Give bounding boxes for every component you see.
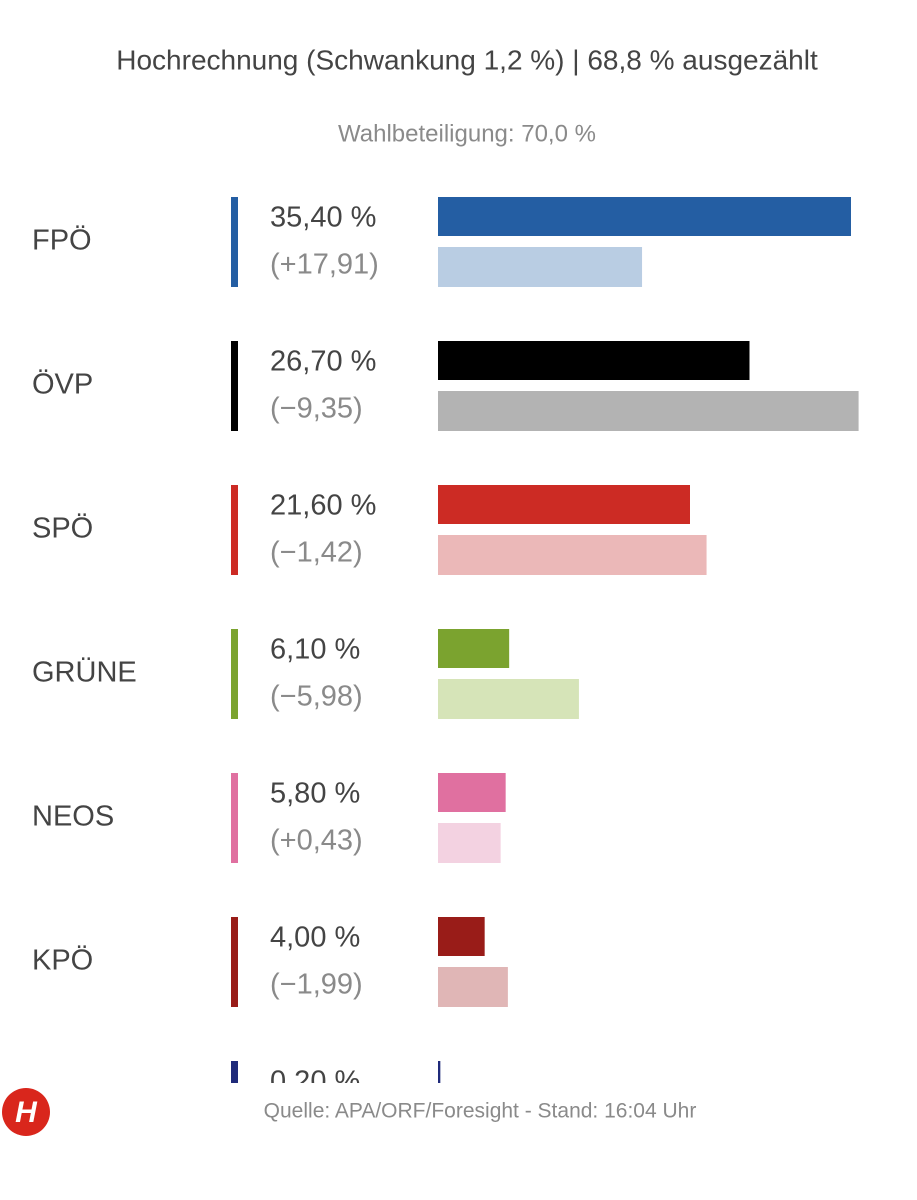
party-name: KPÖ <box>32 945 93 977</box>
previous-bar <box>438 247 643 287</box>
bar <box>438 197 851 236</box>
value-label: 0,20 % <box>270 1066 360 1098</box>
change-label: (+0,43) <box>270 825 363 857</box>
party-name: SPÖ <box>32 513 93 545</box>
change-label: (+17,91) <box>270 249 379 281</box>
party-stripe <box>231 773 238 863</box>
value-label: 5,80 % <box>270 778 360 810</box>
change-label: (−1,42) <box>270 537 363 569</box>
rows: FPÖ 35,40 % (+17,91) ÖVP 26,70 % (−9,35) SPÖ 21… <box>32 197 859 1098</box>
logo-text: H <box>15 1096 38 1129</box>
value-label: 21,60 % <box>270 490 376 522</box>
chart-title: Hochrechnung (Schwankung 1,2 %) | 68,8 %… <box>116 44 818 75</box>
bar <box>438 341 750 380</box>
previous-bar <box>438 967 508 1007</box>
change-label: (−1,99) <box>270 969 363 1001</box>
value-label: 4,00 % <box>270 922 360 954</box>
party-name: ÖVP <box>32 369 93 401</box>
previous-bar <box>438 823 501 863</box>
party-name: GRÜNE <box>32 657 137 689</box>
source: Quelle: APA/ORF/Foresight - Stand: 16:04… <box>264 1100 697 1123</box>
bar <box>438 629 510 668</box>
value-label: 26,70 % <box>270 346 376 378</box>
change-label: (−5,98) <box>270 681 363 713</box>
previous-bar <box>438 535 707 575</box>
bar <box>438 773 506 812</box>
change-label: (−9,35) <box>270 393 363 425</box>
chart-subtitle: Wahlbeteiligung: 70,0 % <box>338 120 596 147</box>
party-stripe <box>231 1061 238 1083</box>
party-stripe <box>231 629 238 719</box>
party-name: FPÖ <box>32 225 92 257</box>
value-label: 6,10 % <box>270 634 360 666</box>
logo <box>2 1088 50 1136</box>
party-stripe <box>231 341 238 431</box>
party-stripe <box>231 197 238 287</box>
party-stripe <box>231 917 238 1007</box>
party-name: NEOS <box>32 801 114 833</box>
previous-bar <box>438 391 859 431</box>
bar <box>438 917 485 956</box>
bar <box>438 1061 441 1083</box>
value-label: 35,40 % <box>270 202 376 234</box>
party-stripe <box>231 485 238 575</box>
previous-bar <box>438 679 579 719</box>
bar <box>438 485 690 524</box>
